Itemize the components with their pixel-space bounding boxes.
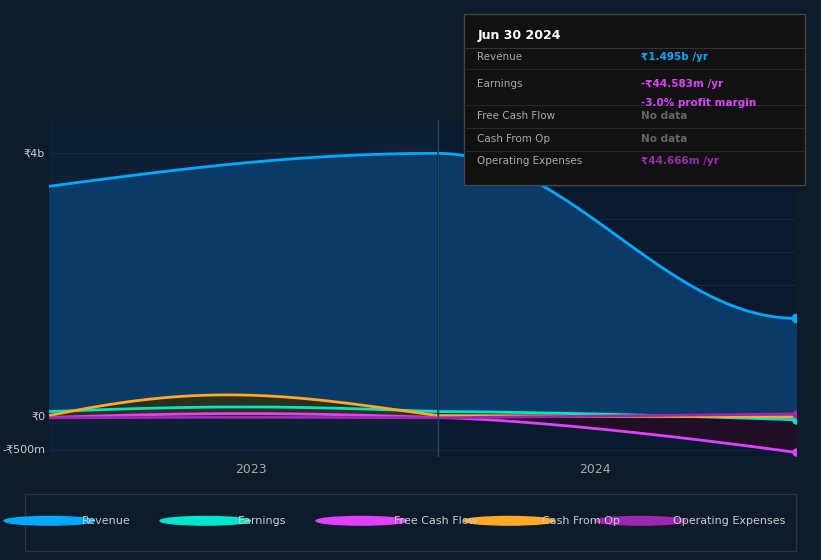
Text: Operating Expenses: Operating Expenses — [478, 156, 583, 166]
Text: Free Cash Flow: Free Cash Flow — [394, 516, 478, 526]
Text: Revenue: Revenue — [478, 52, 523, 62]
Text: Revenue: Revenue — [82, 516, 131, 526]
Text: No data: No data — [641, 111, 687, 122]
Text: ₹1.495b /yr: ₹1.495b /yr — [641, 52, 708, 62]
Circle shape — [595, 516, 686, 525]
Text: Jun 30 2024: Jun 30 2024 — [478, 29, 561, 43]
Text: Earnings: Earnings — [478, 79, 523, 89]
Text: Earnings: Earnings — [238, 516, 287, 526]
Text: 2023: 2023 — [235, 463, 267, 476]
Text: -3.0% profit margin: -3.0% profit margin — [641, 97, 756, 108]
Circle shape — [4, 516, 94, 525]
Text: Free Cash Flow: Free Cash Flow — [478, 111, 556, 122]
Text: -₹44.583m /yr: -₹44.583m /yr — [641, 79, 723, 89]
Circle shape — [316, 516, 406, 525]
Text: -₹500m: -₹500m — [2, 445, 45, 455]
Circle shape — [464, 516, 554, 525]
FancyBboxPatch shape — [25, 494, 796, 550]
Text: ₹44.666m /yr: ₹44.666m /yr — [641, 156, 719, 166]
Text: Cash From Op: Cash From Op — [542, 516, 620, 526]
FancyBboxPatch shape — [464, 14, 805, 185]
Text: 2024: 2024 — [579, 463, 611, 476]
Text: Operating Expenses: Operating Expenses — [673, 516, 786, 526]
Circle shape — [160, 516, 250, 525]
Text: ₹4b: ₹4b — [24, 148, 45, 158]
Text: ₹0: ₹0 — [31, 412, 45, 422]
Text: No data: No data — [641, 133, 687, 143]
Text: Cash From Op: Cash From Op — [478, 133, 551, 143]
